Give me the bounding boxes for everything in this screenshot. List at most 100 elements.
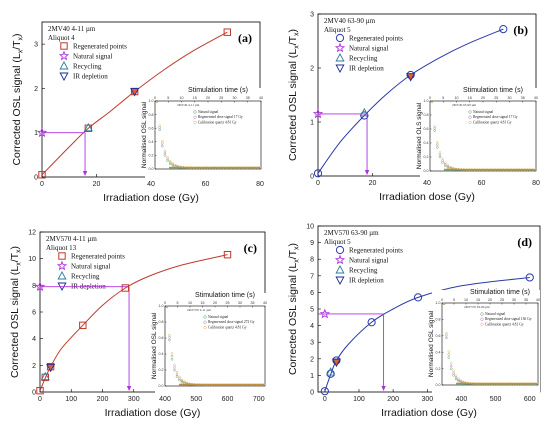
- inset-top-tick-label: 20: [481, 96, 485, 100]
- y-tick-label: 5: [310, 307, 314, 314]
- decay-point: [178, 377, 181, 380]
- y-axis-label-part: Corrected OSL signal (L: [287, 49, 299, 161]
- inset-y-tick-label: 0.6: [424, 127, 429, 131]
- decay-point: [445, 334, 448, 337]
- x-axis-label: Irradiation dose (Gy): [105, 407, 201, 419]
- inset-legend-marker: [193, 110, 197, 114]
- inset-legend-marker: [480, 317, 484, 321]
- inset-y-tick-label: 0.0: [436, 383, 441, 387]
- inset-top-tick-label: 25: [219, 96, 223, 100]
- x-tick-label: 60: [202, 181, 210, 188]
- y-axis-label-part: /T: [11, 40, 23, 50]
- inset-top-tick-label: 15: [201, 301, 205, 305]
- decay-point: [178, 378, 181, 382]
- inset-top-tick-label: 35: [246, 96, 250, 100]
- legend-entry: Recycling: [71, 273, 100, 281]
- decay-point: [436, 143, 439, 146]
- regenerated-point: [413, 293, 423, 302]
- y-axis-label: Corrected OSL signal (Lx/Tx): [287, 29, 301, 161]
- x-tick-label: 500: [490, 396, 502, 403]
- legend-marker-regenerated: [335, 33, 345, 43]
- legend-marker-natural: [334, 254, 346, 265]
- legend-marker-ir-depletion: [335, 276, 345, 285]
- inset-y-tick-label: 0.6: [159, 336, 164, 340]
- inset-y-axis-label: Normalised OSL signal: [151, 312, 158, 379]
- inset-y-tick-label: 0.2: [159, 368, 164, 372]
- aliquot-label: Aliquot 5: [324, 238, 351, 246]
- decay-point: [161, 139, 164, 143]
- inset-y-axis-label: Normalised OSL signal: [141, 101, 148, 168]
- decay-point: [444, 161, 447, 165]
- natural-point: [319, 308, 331, 319]
- decay-point: [173, 366, 176, 369]
- sample-label: 2MV40 4-11 µm: [48, 25, 96, 33]
- decay-point: [474, 382, 477, 385]
- decay-point: [436, 141, 439, 144]
- legend-entry: Recycling: [349, 267, 378, 275]
- chart-panel-a: 0 20 40 60 80 0 1 2 3 Irradiation dose (Gy) Correc…: [11, 21, 264, 204]
- decay-point: [447, 350, 450, 353]
- y-tick-label: 2: [310, 66, 314, 73]
- inset-legend-marker: [193, 120, 197, 124]
- inset-top-tick-label: 25: [226, 301, 230, 305]
- decay-point: [171, 162, 175, 165]
- inset-y-tick-label: 0.0: [424, 169, 429, 173]
- inset-top-tick-label: 0: [429, 96, 431, 100]
- inset-sample-note: 2MV40 4-11 µm: [177, 103, 200, 107]
- legend-entry: IR depletion: [73, 73, 108, 81]
- decay-point: [446, 164, 450, 167]
- x-tick-label: 100: [353, 396, 365, 403]
- legend-entry: IR depletion: [349, 65, 384, 73]
- x-tick-label: 400: [159, 396, 171, 403]
- regenerated-point: [326, 369, 335, 378]
- x-tick-label: 0: [40, 181, 44, 188]
- x-tick-label: 600: [222, 396, 234, 403]
- decay-point: [454, 376, 458, 379]
- x-tick-label: 500: [190, 396, 202, 403]
- recycling-point: [326, 367, 336, 376]
- natural-point: [312, 108, 324, 119]
- decay-point: [459, 380, 462, 383]
- x-tick-label: 300: [421, 396, 433, 403]
- decay-point: [161, 142, 164, 145]
- inset-top-tick-label: 30: [508, 96, 512, 100]
- inset-y-axis-label: Normalised OLS signal: [416, 102, 423, 169]
- decay-point: [446, 165, 450, 168]
- aliquot-label: Aliquot 4: [48, 34, 75, 42]
- y-tick-label: 1: [310, 120, 314, 127]
- decay-point: [459, 379, 462, 382]
- inset-legend-entry: Natural signal: [473, 110, 493, 114]
- inset-legend-entry: Natural signal: [485, 312, 505, 316]
- y-tick-label: 12: [28, 230, 36, 237]
- decay-point: [447, 353, 450, 356]
- decay-point: [454, 374, 458, 377]
- inset-b: Stimulation time (s) 0 5 10 15 20 25 30 35 40 0.0 0…: [416, 87, 538, 180]
- chart-panel-c: 0 100 200 300 400 500 600 700024681012Irradiati…: [9, 230, 267, 419]
- x-tick-label: 0: [323, 396, 327, 403]
- chart-panel-d: 0 100 200 300 400 500 600012345678910Irradiati…: [287, 224, 541, 419]
- y-axis-label: Corrected OSL signal (Lx/Tx): [9, 246, 23, 378]
- regenerated-point: [84, 124, 93, 132]
- decay-point: [170, 354, 174, 358]
- inset-y-tick-label: 1.0: [149, 99, 154, 103]
- decay-point: [169, 162, 172, 166]
- y-tick-label: 1: [310, 373, 314, 380]
- decay-point: [168, 334, 171, 337]
- y-tick-label: 4: [32, 336, 36, 343]
- legend-marker-natural: [334, 42, 346, 53]
- y-tick-label: 4: [310, 323, 314, 330]
- y-axis-label-part: ): [287, 29, 299, 33]
- x-axis-label: Irradiation dose (Gy): [381, 407, 477, 419]
- y-axis-label-part: /T: [287, 249, 299, 259]
- inset-top-tick-label: 20: [213, 301, 217, 305]
- legend-marker-recycling: [335, 53, 345, 62]
- inset-top-tick-label: 0: [154, 96, 156, 100]
- decay-point: [444, 163, 447, 166]
- inset-d: Stimulation time (s) 0 5 10 15 20 25 30 35 40 0.0 0…: [428, 289, 540, 394]
- inset-top-tick-label: 0: [164, 301, 166, 305]
- y-tick-label: 1: [34, 130, 38, 137]
- panel-letter: (a): [238, 31, 252, 45]
- de-arrow-head: [364, 170, 370, 175]
- decay-point: [471, 382, 474, 385]
